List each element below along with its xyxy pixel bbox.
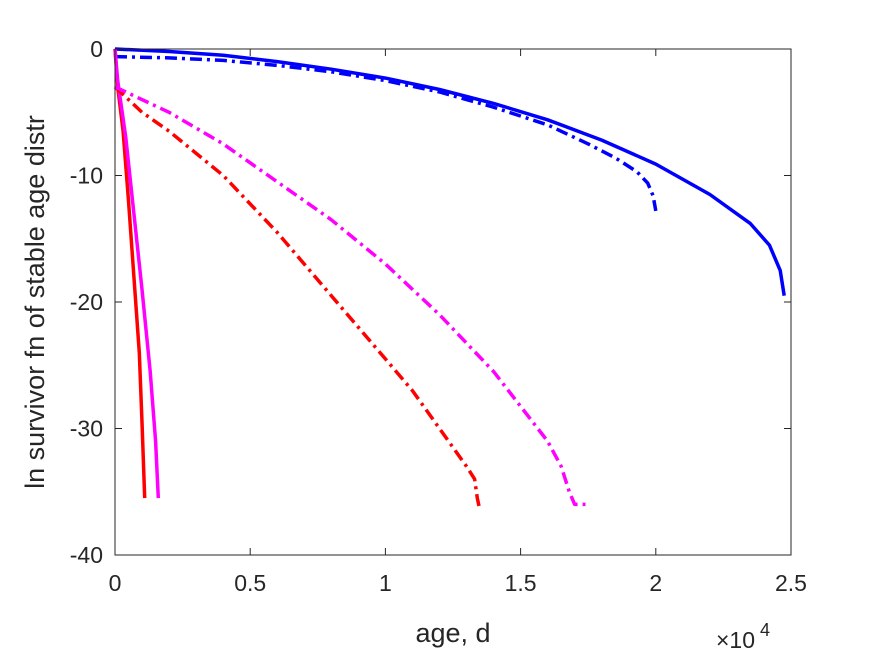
x-multiplier-base: ×10 <box>716 627 755 653</box>
series-line-1 <box>114 47 786 296</box>
y-tick-label: -20 <box>70 289 103 315</box>
x-tick-label: 2 <box>649 570 662 596</box>
x-multiplier-label: ×10 4 <box>716 620 770 653</box>
y-axis-ticks: 0 -10 -20 -30 -40 <box>70 36 791 568</box>
y-tick-label: 0 <box>90 36 103 62</box>
x-axis-label: age, d <box>415 618 490 648</box>
plot-area <box>115 49 791 555</box>
x-tick-label: 0.5 <box>234 570 266 596</box>
y-tick-label: -40 <box>70 542 103 568</box>
plot-frame <box>114 48 792 556</box>
y-axis-label: ln survivor fn of stable age distr <box>20 115 50 489</box>
x-tick-label: 1.5 <box>505 570 537 596</box>
x-axis-ticks: 0 0.5 1 1.5 2 2.5 <box>109 49 807 596</box>
series-layer <box>113 47 786 512</box>
y-tick-label: -10 <box>70 163 103 189</box>
x-multiplier-exponent: 4 <box>760 620 770 640</box>
x-tick-label: 0 <box>109 570 122 596</box>
x-tick-label: 2.5 <box>775 570 807 596</box>
y-tick-label: -30 <box>70 416 103 442</box>
series-line-2 <box>114 54 658 212</box>
x-tick-label: 1 <box>379 570 392 596</box>
series-line-5 <box>113 85 482 512</box>
